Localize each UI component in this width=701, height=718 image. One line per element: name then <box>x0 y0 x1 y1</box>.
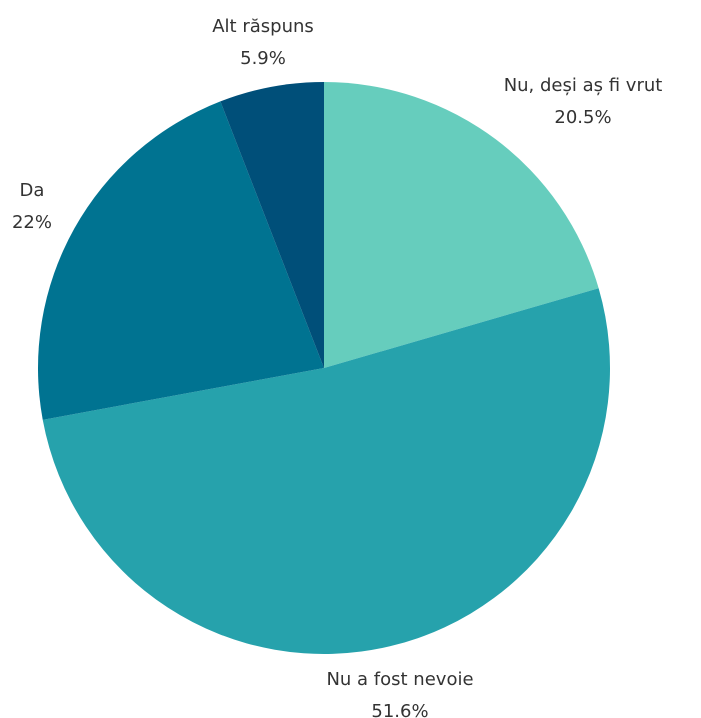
slice-label: Nu a fost nevoie <box>326 669 473 690</box>
slice-value-label: 20.5% <box>554 107 611 128</box>
pie-slice <box>42 288 610 655</box>
slice-label: Da <box>20 180 45 201</box>
slice-label: Nu, deși aș fi vrut <box>504 75 663 96</box>
slice-value-label: 22% <box>12 212 52 233</box>
pie-slice <box>220 82 324 368</box>
pie-slice <box>324 82 599 368</box>
slice-value-label: 5.9% <box>240 48 286 69</box>
slice-value-label: 51.6% <box>371 701 428 718</box>
pie-slice <box>37 101 324 420</box>
slice-label: Alt răspuns <box>212 16 314 37</box>
